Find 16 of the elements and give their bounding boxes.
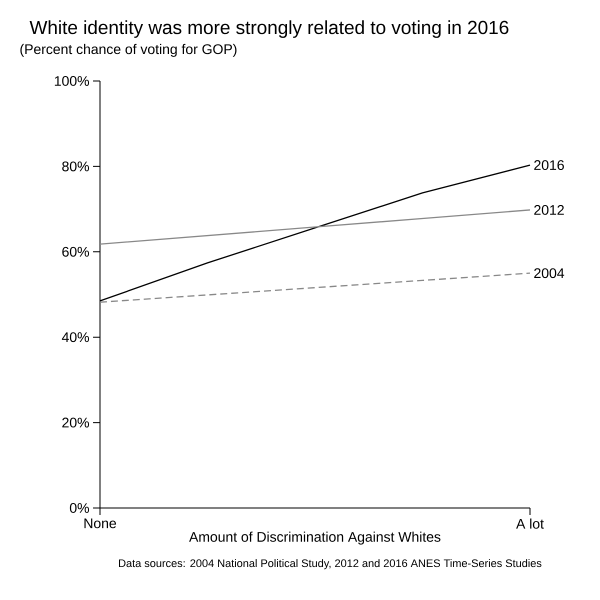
y-tick-label: 60% xyxy=(62,246,90,257)
y-tick-label: 20% xyxy=(62,418,90,428)
chart-title: White identity was more strongly related to voting in 2016 xyxy=(30,20,508,38)
x-tick-label: None xyxy=(84,518,116,528)
text: Data sources: 2004 National Political Study, 2012 and 2016 ANES Time-Series Studies xyxy=(119,559,542,570)
line-series xyxy=(99,272,531,303)
y-tick-label: 40% xyxy=(62,332,90,342)
series-label: 2012 xyxy=(534,205,564,215)
y-tick-label: 0% xyxy=(70,503,90,513)
series-label: 2004 xyxy=(534,268,564,278)
x-tick-label: A lot xyxy=(516,518,544,529)
y-tick-label: 100% xyxy=(54,76,90,86)
y-tick-label: 80% xyxy=(62,161,90,172)
series-label: 2016 xyxy=(534,160,564,170)
x-axis-title: Amount of Discrimination Against Whites xyxy=(189,532,440,545)
chart-subtitle: (Percent chance of voting for GOP) xyxy=(20,44,236,57)
